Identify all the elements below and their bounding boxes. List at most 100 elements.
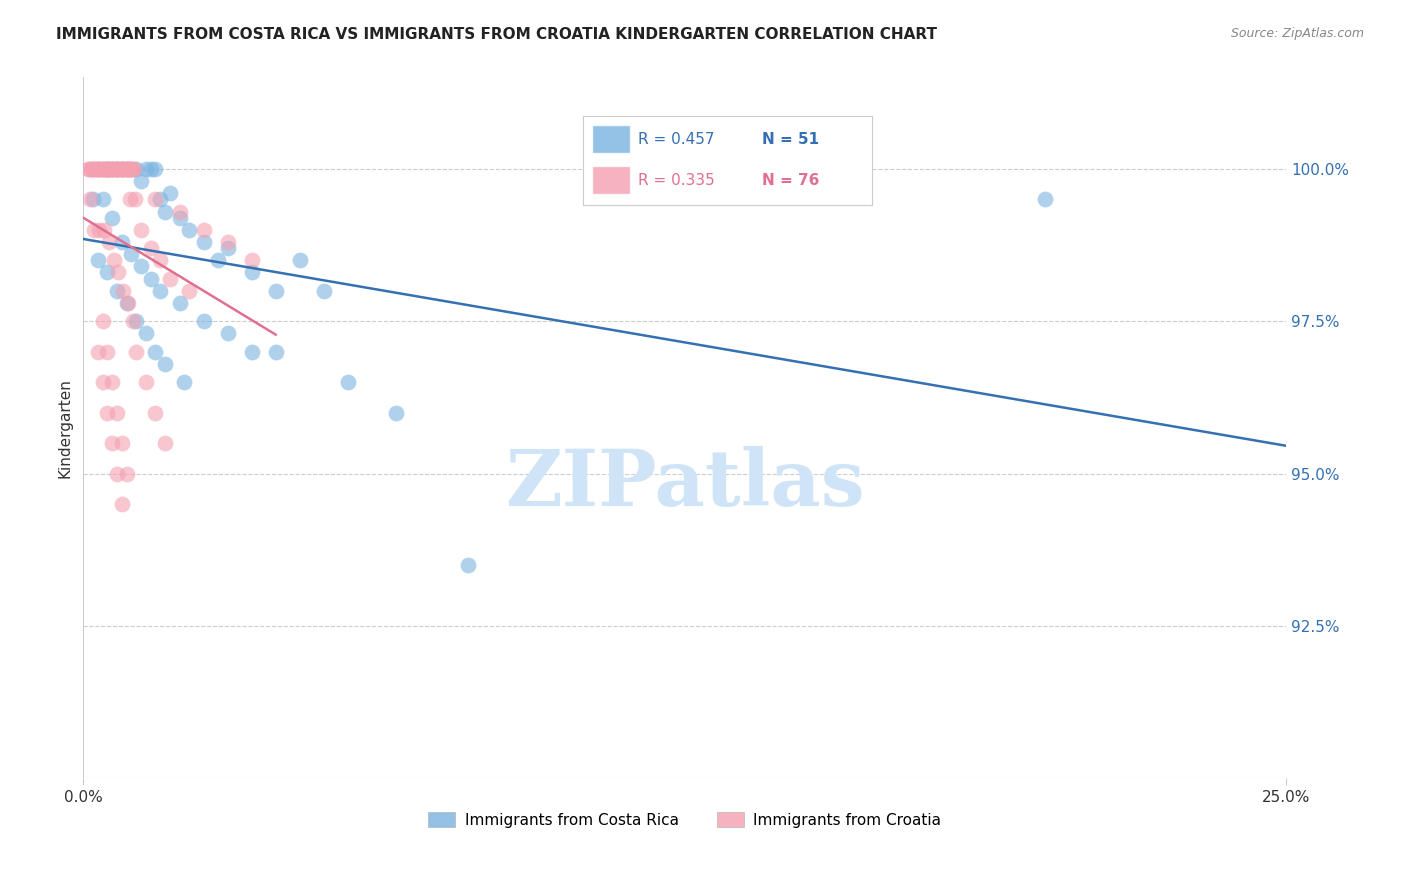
Point: [179, 223, 201, 237]
Text: ZIPatlas: ZIPatlas: [505, 446, 865, 522]
Point: [135, 375, 157, 389]
Point: [80, 161, 103, 176]
Point: [105, 406, 128, 420]
Point: [217, 326, 239, 341]
Point: [100, 161, 122, 176]
Point: [89, 223, 111, 237]
Point: [264, 284, 287, 298]
Point: [179, 284, 201, 298]
Bar: [592, 125, 630, 153]
Point: [107, 161, 129, 176]
Point: [207, 253, 229, 268]
Point: [111, 436, 134, 450]
Text: Source: ZipAtlas.com: Source: ZipAtlas.com: [1230, 27, 1364, 40]
Point: [121, 161, 143, 176]
Point: [1035, 192, 1057, 206]
Point: [114, 161, 136, 176]
Point: [135, 161, 157, 176]
Point: [86, 161, 108, 176]
Point: [93, 223, 115, 237]
Point: [145, 161, 167, 176]
Point: [108, 161, 131, 176]
Point: [169, 211, 191, 225]
Point: [129, 260, 152, 274]
Point: [149, 253, 172, 268]
Point: [105, 467, 128, 481]
Point: [96, 161, 118, 176]
Point: [193, 223, 215, 237]
Point: [105, 161, 128, 176]
Point: [93, 161, 115, 176]
Point: [457, 558, 479, 572]
Point: [240, 265, 263, 279]
Point: [101, 375, 124, 389]
Point: [288, 253, 311, 268]
Point: [111, 235, 134, 249]
Point: [149, 192, 172, 206]
Point: [96, 344, 118, 359]
Point: [111, 497, 134, 511]
Point: [120, 247, 142, 261]
Point: [240, 344, 263, 359]
Point: [125, 314, 148, 328]
Point: [101, 436, 124, 450]
Point: [385, 406, 408, 420]
Point: [87, 161, 110, 176]
Point: [193, 235, 215, 249]
Point: [105, 161, 128, 176]
Point: [94, 161, 117, 176]
Point: [159, 271, 181, 285]
Point: [110, 161, 132, 176]
Point: [97, 161, 120, 176]
Point: [87, 161, 110, 176]
Bar: [592, 166, 630, 194]
Point: [97, 235, 120, 249]
Point: [96, 265, 118, 279]
Point: [90, 161, 112, 176]
Point: [96, 161, 118, 176]
Text: N = 76: N = 76: [762, 173, 820, 187]
Point: [312, 284, 335, 298]
Point: [103, 253, 125, 268]
Point: [103, 161, 125, 176]
Point: [336, 375, 359, 389]
Point: [118, 161, 141, 176]
Point: [79, 192, 101, 206]
Point: [145, 344, 167, 359]
Point: [120, 161, 142, 176]
Point: [111, 161, 134, 176]
Legend: Immigrants from Costa Rica, Immigrants from Croatia: Immigrants from Costa Rica, Immigrants f…: [422, 805, 948, 834]
Point: [169, 296, 191, 310]
Point: [153, 204, 176, 219]
Point: [112, 284, 135, 298]
Point: [87, 344, 110, 359]
Point: [111, 161, 134, 176]
Point: [87, 253, 110, 268]
Point: [91, 192, 114, 206]
Point: [87, 161, 110, 176]
Point: [83, 223, 105, 237]
Point: [77, 161, 100, 176]
Point: [120, 192, 142, 206]
Point: [173, 375, 195, 389]
Point: [107, 265, 129, 279]
Text: R = 0.335: R = 0.335: [638, 173, 716, 187]
Point: [84, 161, 107, 176]
Point: [125, 344, 148, 359]
Point: [217, 241, 239, 255]
Point: [101, 161, 124, 176]
Point: [105, 161, 128, 176]
Point: [122, 161, 145, 176]
Point: [159, 186, 181, 201]
Point: [89, 161, 111, 176]
Point: [145, 406, 167, 420]
Point: [79, 161, 101, 176]
Point: [91, 375, 114, 389]
Point: [82, 192, 104, 206]
Point: [77, 161, 100, 176]
Text: IMMIGRANTS FROM COSTA RICA VS IMMIGRANTS FROM CROATIA KINDERGARTEN CORRELATION C: IMMIGRANTS FROM COSTA RICA VS IMMIGRANTS…: [56, 27, 938, 42]
Point: [96, 161, 118, 176]
Point: [264, 344, 287, 359]
Point: [153, 436, 176, 450]
Point: [149, 284, 172, 298]
